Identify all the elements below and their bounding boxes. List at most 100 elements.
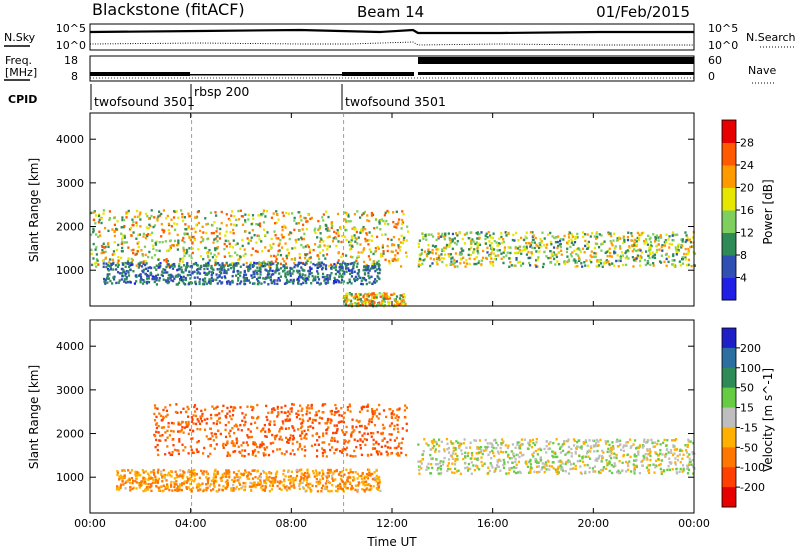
data-cell — [276, 269, 279, 272]
data-cell — [332, 479, 335, 482]
data-cell — [500, 443, 503, 446]
data-cell — [138, 486, 142, 489]
data-cell — [594, 459, 597, 462]
data-cell — [207, 251, 210, 254]
data-cell — [367, 255, 371, 258]
data-cell — [265, 475, 268, 478]
data-cell — [342, 420, 345, 424]
data-cell — [228, 432, 231, 435]
data-cell — [90, 233, 93, 236]
data-cell — [350, 294, 353, 297]
data-cell — [184, 421, 188, 424]
data-cell — [634, 249, 638, 253]
data-cell — [532, 238, 535, 241]
data-cell — [554, 240, 558, 244]
data-cell — [668, 468, 671, 471]
data-cell — [127, 246, 130, 249]
data-cell — [617, 471, 621, 475]
data-cell — [183, 283, 187, 286]
data-cell — [376, 235, 379, 239]
data-cell — [181, 426, 184, 429]
data-cell — [311, 421, 314, 424]
data-cell — [306, 475, 309, 478]
data-cell — [350, 270, 354, 274]
data-cell — [387, 222, 390, 226]
data-cell — [360, 251, 363, 254]
data-cell — [555, 236, 558, 239]
data-cell — [331, 483, 334, 487]
data-cell — [505, 234, 508, 237]
data-cell — [345, 430, 348, 434]
data-cell — [302, 281, 305, 285]
data-cell — [289, 436, 292, 440]
data-cell — [157, 453, 160, 457]
data-cell — [545, 255, 548, 258]
data-cell — [438, 235, 441, 238]
data-cell — [401, 427, 404, 430]
data-cell — [159, 262, 162, 265]
data-cell — [132, 486, 135, 490]
data-cell — [611, 441, 614, 444]
data-cell — [429, 472, 432, 475]
data-cell — [278, 428, 282, 431]
data-cell — [205, 435, 208, 438]
data-cell — [156, 479, 160, 483]
data-cell — [307, 404, 310, 407]
data-cell — [399, 265, 403, 268]
data-cell — [221, 410, 224, 413]
data-cell — [660, 459, 664, 462]
data-cell — [422, 259, 425, 262]
data-cell — [130, 476, 134, 480]
data-cell — [171, 489, 174, 492]
data-cell — [574, 450, 577, 454]
data-cell — [459, 262, 462, 265]
data-cell — [490, 456, 493, 460]
data-cell — [185, 410, 188, 413]
data-cell — [178, 274, 182, 277]
data-cell — [188, 254, 191, 257]
data-cell — [370, 303, 374, 306]
data-cell — [207, 264, 210, 267]
data-cell — [435, 442, 439, 446]
data-cell — [663, 438, 666, 442]
data-cell — [206, 482, 210, 485]
data-cell — [257, 415, 260, 419]
data-cell — [228, 435, 232, 438]
data-cell — [121, 477, 124, 481]
data-cell — [643, 258, 647, 262]
freq-block-2 — [190, 74, 342, 76]
data-cell — [136, 250, 139, 253]
data-cell — [624, 251, 627, 255]
data-cell — [353, 477, 356, 480]
colorbar-frame — [721, 327, 737, 508]
data-cell — [127, 209, 130, 213]
data-cell — [283, 224, 286, 228]
data-cell — [336, 440, 339, 443]
data-cell — [516, 247, 520, 250]
data-cell — [610, 456, 613, 460]
data-cell — [680, 238, 683, 241]
data-cell — [515, 256, 518, 260]
data-cell — [182, 275, 185, 278]
data-cell — [116, 220, 119, 223]
data-cell — [571, 235, 574, 238]
data-cell — [145, 487, 148, 490]
data-cell — [167, 222, 171, 226]
data-cell — [617, 469, 620, 472]
data-cell — [467, 451, 470, 455]
data-cell — [343, 211, 347, 214]
data-cell — [626, 238, 630, 242]
data-cell — [314, 443, 317, 446]
data-cell — [152, 244, 155, 247]
data-cell — [247, 436, 250, 439]
data-cell — [453, 237, 456, 240]
data-cell — [270, 476, 274, 480]
data-cell — [437, 256, 440, 260]
data-cell — [349, 410, 352, 413]
data-cell — [156, 443, 159, 447]
data-cell — [653, 445, 657, 448]
data-cell — [369, 250, 373, 254]
data-cell — [136, 242, 139, 245]
data-cell — [459, 251, 462, 254]
